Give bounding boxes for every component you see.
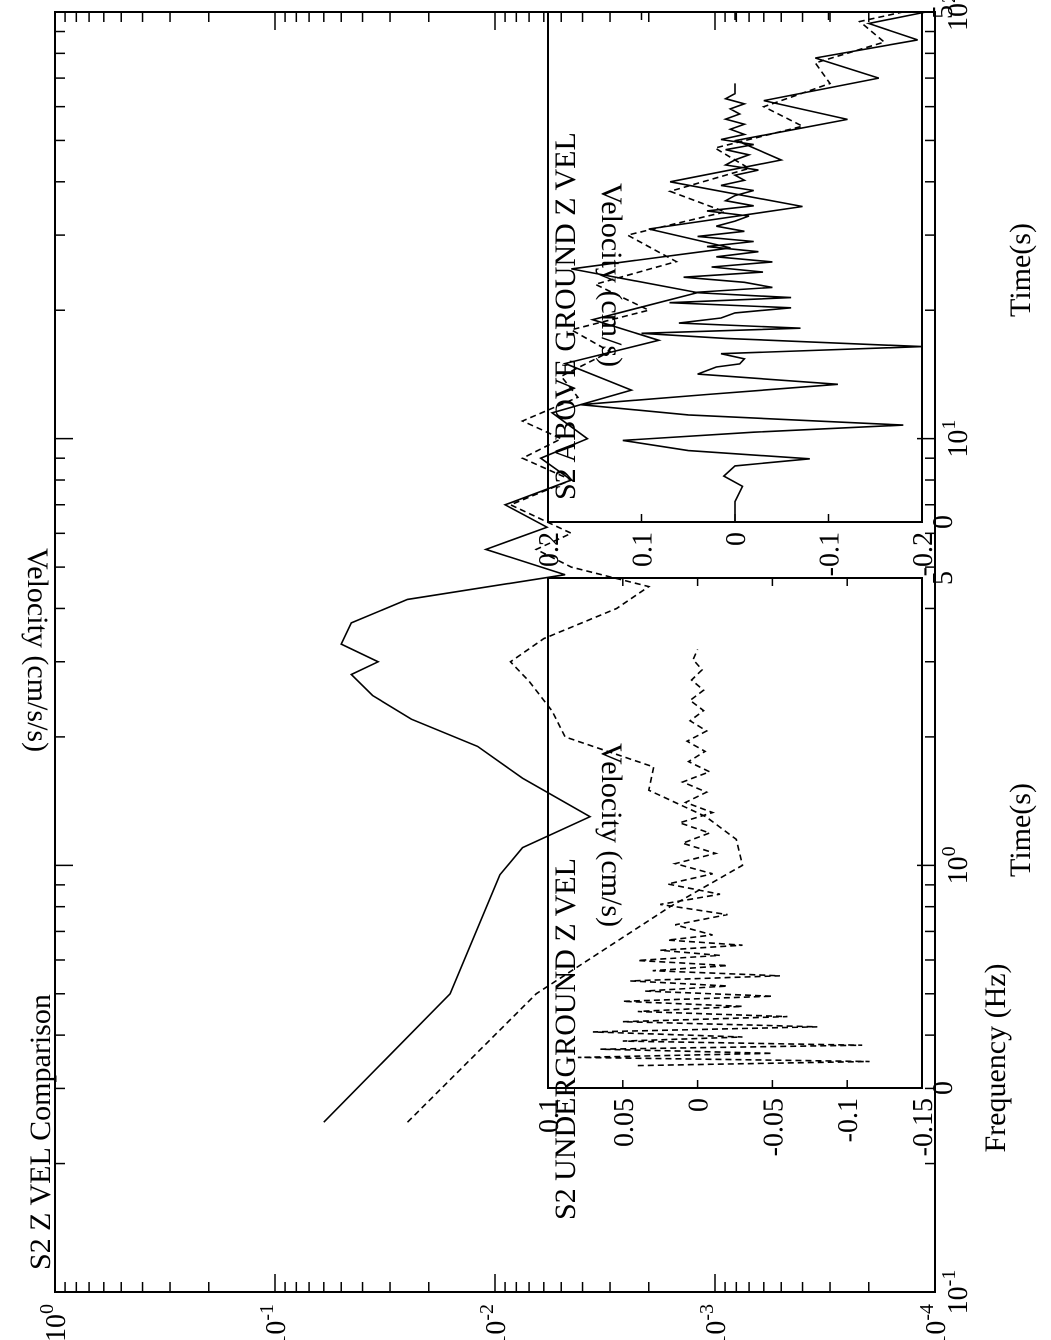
spectrum-series-dashed [406, 11, 904, 1123]
above-ground-y-tick-label: -0.1 [815, 532, 846, 576]
underground-y-tick-label: -0.1 [833, 1098, 864, 1142]
underground-y-tick-label: 0.1 [534, 1098, 565, 1133]
spectrum-y-tick-label: 10-1 [256, 1304, 292, 1340]
spectrum-x-tick-label: 100 [938, 846, 974, 884]
underground-x-tick-label: 0 [928, 1081, 959, 1095]
above-ground-y-tick-label: 0.1 [628, 532, 659, 567]
above-ground-y-tick-label: -0.2 [908, 532, 939, 576]
spectrum-series-solid [323, 11, 927, 1123]
spectrum-y-tick-label: 10-4 [916, 1304, 952, 1340]
spectrum-y-tick-label: 10-2 [476, 1304, 512, 1340]
above-ground-x-tick-label: 5 [928, 5, 959, 19]
above-ground-chart-title: S2 ABOVE GROUND Z VEL [549, 132, 582, 500]
above-ground-y-tick-label: 0 [721, 532, 752, 546]
spectrum-chart-title: S2 Z VEL Comparison [24, 994, 57, 1270]
underground-y-tick-label: 0 [684, 1098, 715, 1112]
underground-x-axis-label: Time(s) [1004, 783, 1037, 877]
underground-chart: 0 5 0.1 0.05 0 -0.05 -0.1 -0.15 S2 UNDERGROUND … [534, 571, 1037, 1220]
above-ground-chart: 050.2 0.1 0 -0.1 -0.2 S2 ABOVE GROUND Z VEL … [534, 5, 1037, 576]
underground-series-dashed [577, 649, 870, 1067]
spectrum-axes-box [54, 11, 936, 1293]
underground-y-tick-label: -0.05 [758, 1098, 789, 1156]
spectrum-y-tick-label: 100 [36, 1304, 72, 1340]
underground-chart-title: S2 UNDERGROUND Z VEL [549, 858, 582, 1220]
spectrum-x-axis-label: Frequency (Hz) [979, 963, 1012, 1152]
underground-axes-box [547, 577, 923, 1089]
above-ground-y-axis-label: Velocity (cm/s) [595, 183, 628, 367]
above-ground-series-solid [580, 83, 923, 522]
spectrum-x-tick-label: 102 [938, 0, 974, 31]
spectrum-y-tick-label: 10-3 [696, 1304, 732, 1340]
above-ground-x-tick-label: 0 [928, 515, 959, 529]
spectrum-x-tick-label: 101 [938, 420, 974, 458]
spectrum-x-tick-label: 10-1 [938, 1270, 974, 1315]
underground-x-tick-label: 5 [928, 571, 959, 585]
spectrum-y-axis-label: Velocity (cm/s/s) [21, 548, 54, 752]
underground-y-tick-label: 0.05 [609, 1098, 640, 1147]
underground-y-axis-label: Velocity (cm/s) [595, 743, 628, 927]
above-ground-y-tick-label: 0.2 [534, 532, 565, 567]
spectrum-chart: 10-1 100 101 102 100 10-1 10-2 10-3 10-4 S2 Z VE… [21, 0, 1012, 1340]
underground-y-tick-label: -0.15 [908, 1098, 939, 1156]
above-ground-x-axis-label: Time(s) [1004, 223, 1037, 317]
